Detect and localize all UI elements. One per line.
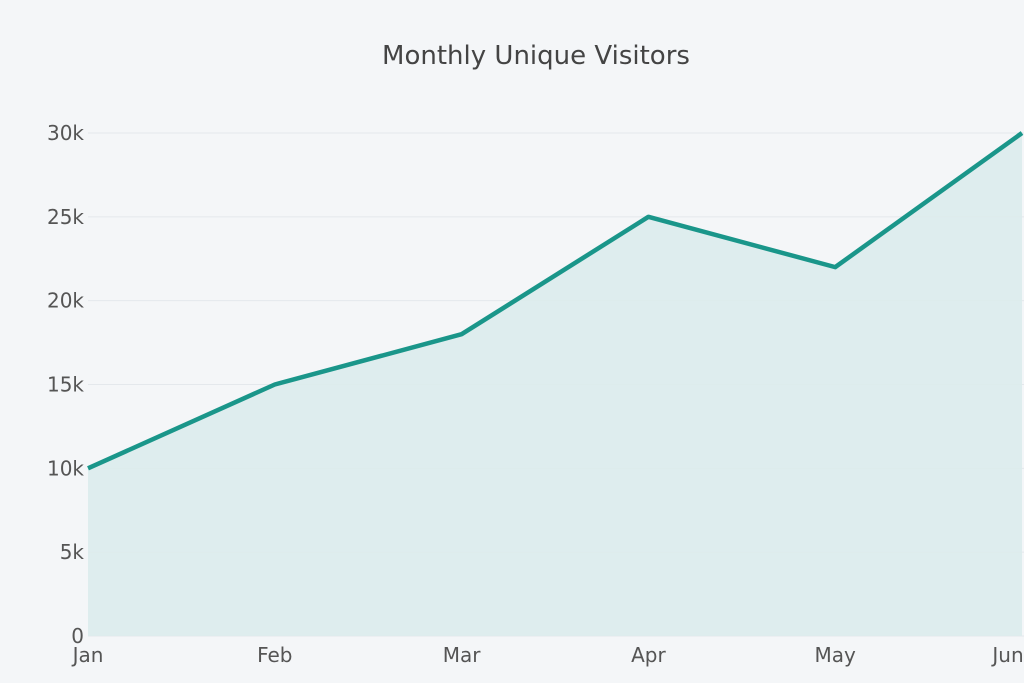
series-line: [87, 131, 1024, 471]
x-tick-label: Jan: [71, 643, 104, 667]
y-tick-label: 5k: [60, 540, 85, 564]
area-fill: [88, 133, 1022, 636]
x-tick-label: Feb: [257, 643, 292, 667]
y-tick-label: 10k: [47, 456, 84, 480]
y-tick-label: 25k: [47, 205, 84, 229]
x-tick-label: May: [815, 643, 857, 667]
x-tick-label: Apr: [631, 643, 666, 667]
x-axis: Jan Feb Mar Apr May Jun: [71, 643, 1024, 667]
y-tick-label: 20k: [47, 289, 84, 313]
y-tick-label: 15k: [47, 373, 84, 397]
y-axis: 0 5k 10k 15k 20k 25k 30k: [47, 121, 84, 648]
y-tick-label: 30k: [47, 121, 84, 145]
y-tick-label: 0: [71, 624, 84, 648]
chart-title: Monthly Unique Visitors: [382, 41, 690, 71]
x-tick-label: Mar: [443, 643, 482, 667]
x-tick-label: Jun: [990, 643, 1023, 667]
